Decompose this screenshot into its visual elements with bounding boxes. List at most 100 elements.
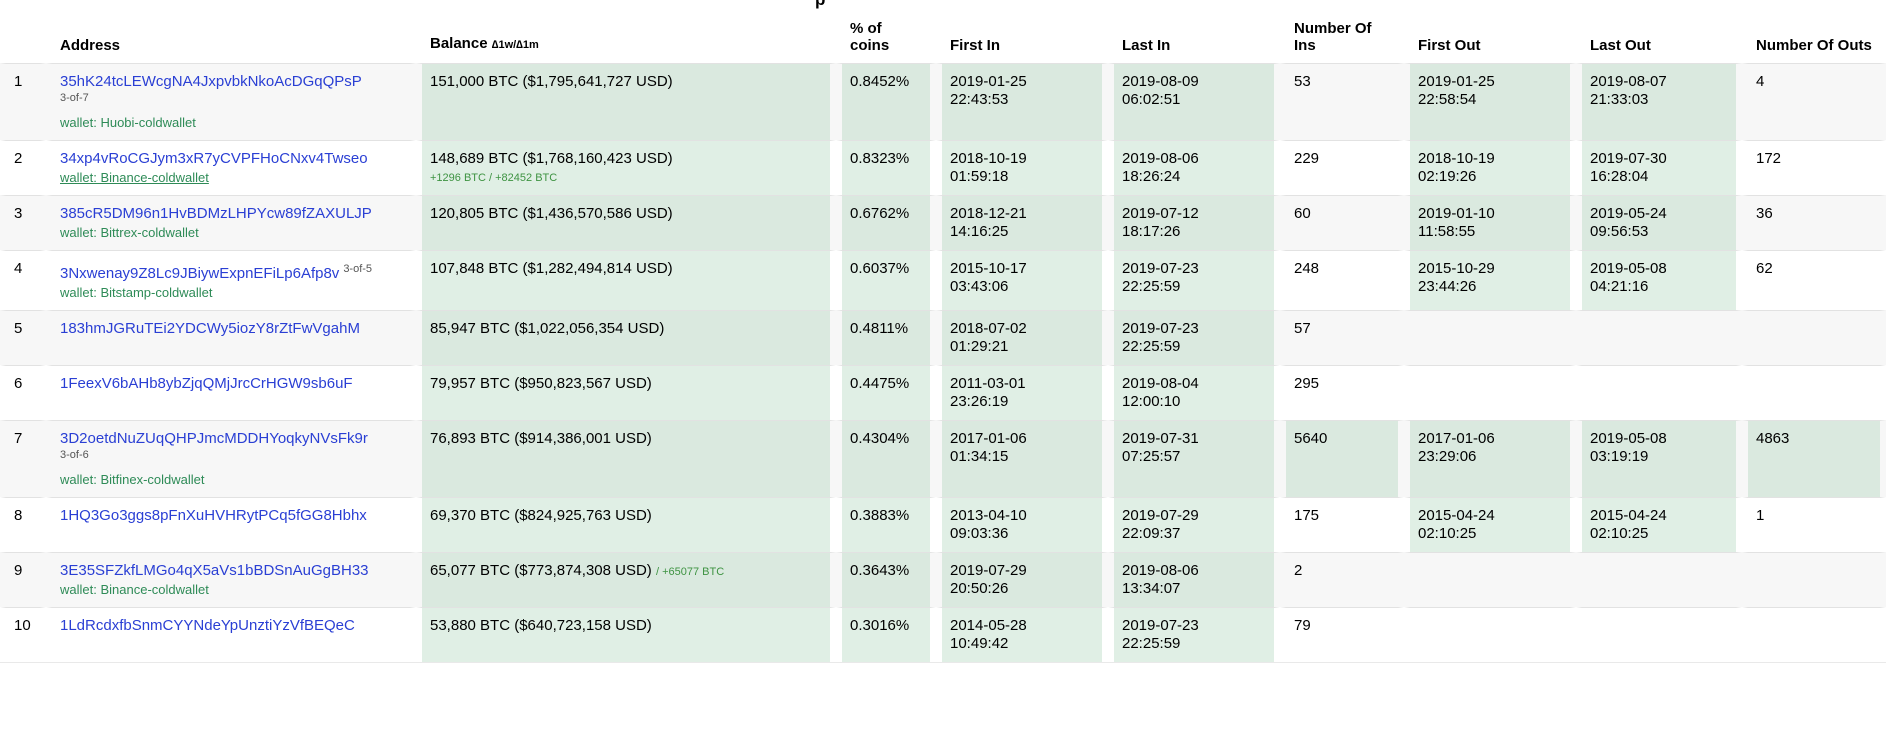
first-out-cell xyxy=(1404,607,1576,662)
address-link[interactable]: 385cR5DM96n1HvBDMzLHPYcw89fZAXULJP xyxy=(60,205,372,222)
address-link[interactable]: 34xp4vRoCGJym3xR7yCVPFHoCNxv4Twseo xyxy=(60,150,368,167)
first-out-cell: 2015-04-24 02:10:25 xyxy=(1404,497,1576,552)
last-out-time: 21:33:03 xyxy=(1590,91,1649,108)
rank-cell: 7 xyxy=(0,420,46,497)
first-out-cell: 2017-01-06 23:29:06 xyxy=(1404,420,1576,497)
rank-cell: 1 xyxy=(0,63,46,140)
balance-value: 79,957 BTC ($950,823,567 USD) xyxy=(430,375,652,392)
address-cell: 3D2oetdNuZUqQHPJmcMDDHYoqkyNVsFk9r 3-of-… xyxy=(46,420,416,497)
first-out-date: 2018-10-19 xyxy=(1418,150,1495,167)
address-link[interactable]: 183hmJGRuTEi2YDCWy5iozY8rZtFwVgahM xyxy=(60,320,360,337)
balance-value: 120,805 BTC ($1,436,570,586 USD) xyxy=(430,205,673,222)
address-link[interactable]: 3D2oetdNuZUqQHPJmcMDDHYoqkyNVsFk9r xyxy=(60,430,368,447)
header-first-in: First In xyxy=(950,37,1001,54)
last-in-time: 22:25:59 xyxy=(1122,635,1181,652)
number-of-outs-value: 172 xyxy=(1756,150,1782,167)
wallet-line: wallet: Bitstamp-coldwallet xyxy=(60,284,402,301)
address-link[interactable]: 35hK24tcLEWcgNA4JxpvbkNkoAcDGqQPsP xyxy=(60,73,362,90)
wallet-link[interactable]: wallet: Bitstamp-coldwallet xyxy=(60,285,213,300)
first-in-time: 03:43:06 xyxy=(950,278,1009,295)
first-in-time: 01:29:21 xyxy=(950,338,1009,355)
last-in-date: 2019-07-23 xyxy=(1122,320,1199,337)
header-number-of-outs: Number Of Outs xyxy=(1756,37,1872,54)
wallet-link[interactable]: wallet: Huobi-coldwallet xyxy=(60,115,196,130)
first-in-cell: 2019-01-25 22:43:53 xyxy=(936,63,1108,140)
number-of-outs-cell: 4 xyxy=(1742,63,1886,140)
address-cell: 1HQ3Go3ggs8pFnXuHVHRytPCq5fGG8Hbhx xyxy=(46,497,416,552)
table-row: 4 3Nxwenay9Z8Lc9JBiywExpnEFiLp6Afp8v 3-of… xyxy=(0,250,1886,310)
address-link[interactable]: 1LdRcdxfbSnmCYYNdeYpUnztiYzVfBEQeC xyxy=(60,617,355,634)
number-of-outs-cell xyxy=(1742,365,1886,420)
balance-cell: 69,370 BTC ($824,925,763 USD) xyxy=(416,497,836,552)
wallet-link[interactable]: wallet: Binance-coldwallet xyxy=(60,582,209,597)
number-of-ins-value: 60 xyxy=(1294,205,1311,222)
first-in-date: 2018-10-19 xyxy=(950,150,1027,167)
last-out-cell: 2019-05-08 04:21:16 xyxy=(1576,250,1742,310)
header-last-out: Last Out xyxy=(1590,37,1651,54)
first-in-time: 22:43:53 xyxy=(950,91,1009,108)
number-of-ins-value: 175 xyxy=(1294,507,1320,524)
first-in-date: 2018-12-21 xyxy=(950,205,1027,222)
rank-number: 1 xyxy=(14,73,23,90)
first-out-cell xyxy=(1404,365,1576,420)
wallet-line: wallet: Binance-coldwallet xyxy=(60,169,402,186)
balance-value: 69,370 BTC ($824,925,763 USD) xyxy=(430,507,652,524)
percent-of-coins-value: 0.8323% xyxy=(850,150,910,167)
wallet-link[interactable]: wallet: Bittrex-coldwallet xyxy=(60,225,199,240)
percent-of-coins-cell: 0.8452% xyxy=(836,63,936,140)
address-link[interactable]: 3Nxwenay9Z8Lc9JBiywExpnEFiLp6Afp8v xyxy=(60,265,340,282)
rank-number: 6 xyxy=(14,375,23,392)
balance-sort-delta-links[interactable]: ∆1w/∆1m xyxy=(491,39,539,51)
header-number-of-ins: Number Of Ins xyxy=(1294,20,1372,54)
first-in-date: 2015-10-17 xyxy=(950,260,1027,277)
table-row: 10 1LdRcdxfbSnmCYYNdeYpUnztiYzVfBEQeC 53… xyxy=(0,607,1886,662)
number-of-outs-cell xyxy=(1742,552,1886,607)
balance-value: 85,947 BTC ($1,022,056,354 USD) xyxy=(430,320,665,337)
last-out-date: 2019-05-08 xyxy=(1590,430,1667,447)
first-out-time: 02:10:25 xyxy=(1418,525,1477,542)
percent-of-coins-value: 0.4475% xyxy=(850,375,910,392)
first-in-cell: 2017-01-06 01:34:15 xyxy=(936,420,1108,497)
wallet-link[interactable]: wallet: Binance-coldwallet xyxy=(60,170,209,185)
first-in-date: 2013-04-10 xyxy=(950,507,1027,524)
last-in-date: 2019-08-04 xyxy=(1122,375,1199,392)
number-of-ins-value: 229 xyxy=(1294,150,1320,167)
last-in-time: 07:25:57 xyxy=(1122,448,1181,465)
first-in-cell: 2014-05-28 10:49:42 xyxy=(936,607,1108,662)
last-out-cell xyxy=(1576,607,1742,662)
last-in-time: 18:17:26 xyxy=(1122,223,1181,240)
address-line: 183hmJGRuTEi2YDCWy5iozY8rZtFwVgahM xyxy=(60,320,402,338)
address-cell: 183hmJGRuTEi2YDCWy5iozY8rZtFwVgahM xyxy=(46,310,416,365)
rank-cell: 4 xyxy=(0,250,46,310)
address-cell: 35hK24tcLEWcgNA4JxpvbkNkoAcDGqQPsP 3-of-… xyxy=(46,63,416,140)
number-of-outs-value: 62 xyxy=(1756,260,1773,277)
rank-number: 3 xyxy=(14,205,23,222)
number-of-ins-cell: 229 xyxy=(1280,140,1404,195)
address-line: 1LdRcdxfbSnmCYYNdeYpUnztiYzVfBEQeC xyxy=(60,617,402,635)
first-in-time: 20:50:26 xyxy=(950,580,1009,597)
first-in-time: 23:26:19 xyxy=(950,393,1009,410)
multisig-badge: 3-of-7 xyxy=(60,92,89,104)
last-in-date: 2019-07-12 xyxy=(1122,205,1199,222)
last-in-cell: 2019-07-23 22:25:59 xyxy=(1108,607,1280,662)
rank-cell: 8 xyxy=(0,497,46,552)
last-out-time: 09:56:53 xyxy=(1590,223,1649,240)
first-out-cell: 2015-10-29 23:44:26 xyxy=(1404,250,1576,310)
rank-number: 7 xyxy=(14,430,23,447)
address-cell: 3E35SFZkfLMGo4qX5aVs1bBDSnAuGgBH33 walle… xyxy=(46,552,416,607)
rank-number: 4 xyxy=(14,260,23,277)
address-line: 35hK24tcLEWcgNA4JxpvbkNkoAcDGqQPsP xyxy=(60,73,402,91)
first-out-cell xyxy=(1404,552,1576,607)
address-line: 385cR5DM96n1HvBDMzLHPYcw89fZAXULJP xyxy=(60,205,402,223)
wallet-link[interactable]: wallet: Bitfinex-coldwallet xyxy=(60,472,205,487)
first-out-time: 23:29:06 xyxy=(1418,448,1477,465)
address-link[interactable]: 1HQ3Go3ggs8pFnXuHVHRytPCq5fGG8Hbhx xyxy=(60,507,367,524)
percent-of-coins-value: 0.6037% xyxy=(850,260,910,277)
address-link[interactable]: 1FeexV6bAHb8ybZjqQMjJrcCrHGW9sb6uF xyxy=(60,375,353,392)
number-of-outs-value: 1 xyxy=(1756,507,1765,524)
percent-of-coins-value: 0.6762% xyxy=(850,205,910,222)
first-out-time: 02:19:26 xyxy=(1418,168,1477,185)
address-link[interactable]: 3E35SFZkfLMGo4qX5aVs1bBDSnAuGgBH33 xyxy=(60,562,369,579)
address-cell: 34xp4vRoCGJym3xR7yCVPFHoCNxv4Twseo walle… xyxy=(46,140,416,195)
last-out-date: 2019-05-08 xyxy=(1590,260,1667,277)
